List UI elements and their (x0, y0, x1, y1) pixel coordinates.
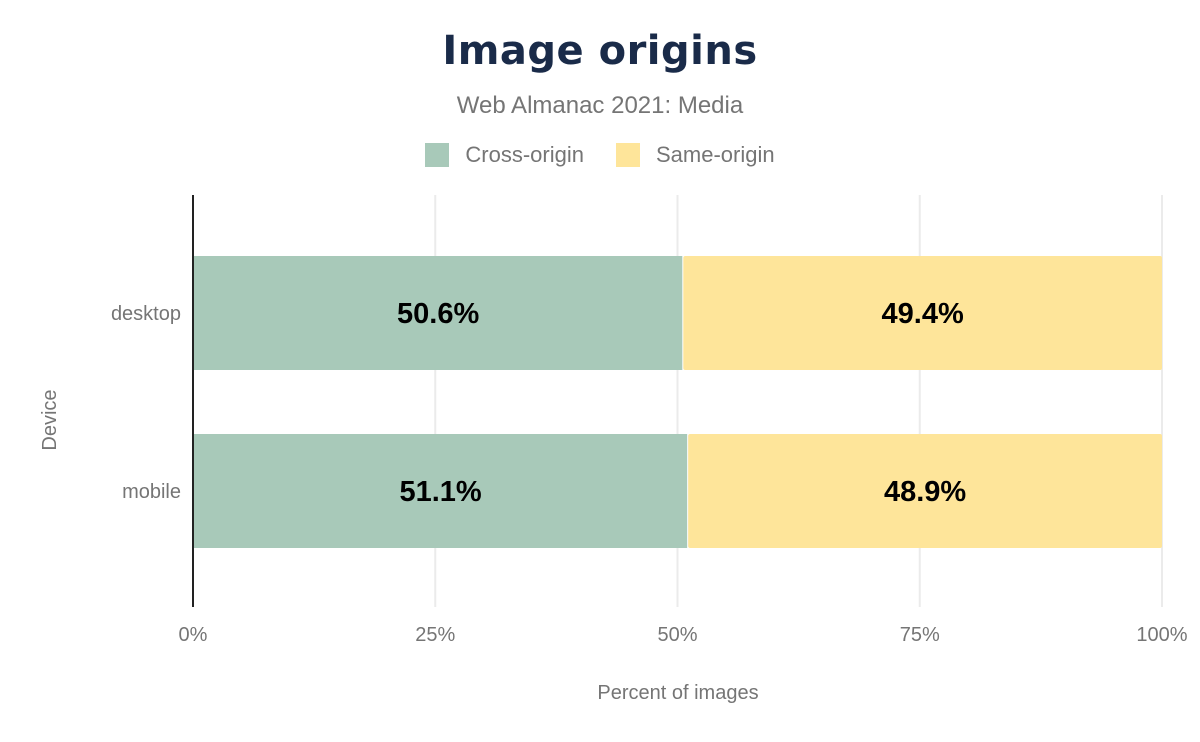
x-tick-label: 75% (900, 624, 940, 646)
chart-title: Image origins (442, 28, 758, 74)
y-tick-label: desktop (111, 303, 181, 325)
x-tick-label: 0% (179, 624, 208, 646)
legend-item-cross-origin[interactable]: Cross-origin (425, 142, 584, 168)
data-label: 50.6% (397, 298, 479, 330)
x-tick-label: 25% (415, 624, 455, 646)
bar-cross-origin-mobile (193, 434, 688, 548)
data-label: 48.9% (884, 476, 966, 508)
data-label: 49.4% (882, 298, 964, 330)
data-label: 51.1% (399, 476, 481, 508)
x-axis-title: Percent of images (597, 682, 758, 704)
legend-item-same-origin[interactable]: Same-origin (615, 142, 775, 168)
legend-label: Cross-origin (465, 142, 584, 167)
legend-label: Same-origin (655, 142, 775, 167)
y-tick-label: mobile (122, 481, 181, 503)
x-tick-label: 100% (1136, 624, 1187, 646)
chart-subtitle: Web Almanac 2021: Media (456, 92, 744, 119)
x-tick-label: 50% (657, 624, 697, 646)
bar-cross-origin-desktop (193, 256, 683, 370)
legend-swatch (615, 143, 640, 167)
bar-same-origin-mobile (688, 434, 1162, 548)
legend: Cross-origin Same-origin (0, 142, 1200, 168)
bar-same-origin-desktop (683, 256, 1162, 370)
legend-swatch (425, 143, 450, 167)
y-axis-title: Device (39, 389, 61, 450)
